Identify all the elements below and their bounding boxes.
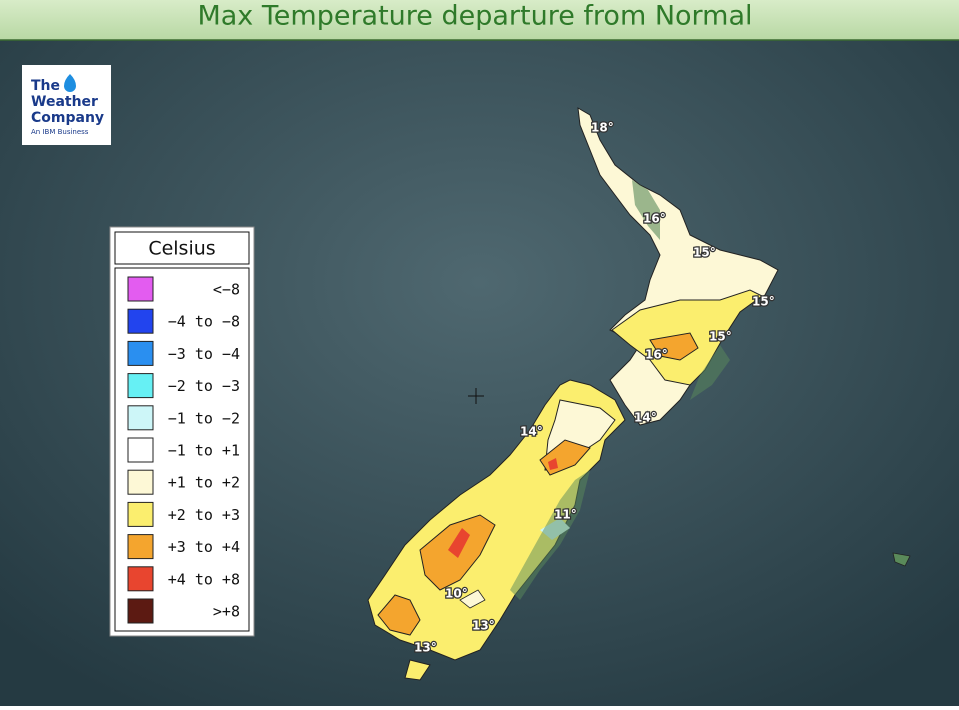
title: Max Temperature departure from Normal: [197, 1, 752, 32]
legend-swatch: [127, 373, 154, 399]
legend-swatch: [127, 308, 154, 334]
temp-label: 15°: [693, 246, 716, 260]
temp-label: 11°: [554, 508, 577, 522]
legend-label: +1 to +2: [168, 474, 240, 492]
temp-label: 16°: [643, 212, 666, 226]
temp-label: 14°: [634, 411, 657, 425]
legend-label: −1 to +1: [168, 442, 240, 460]
logo: The Weather Company An IBM Business: [22, 65, 111, 145]
legend-swatch: [127, 405, 154, 431]
logo-text: The: [31, 78, 60, 94]
legend-label: +2 to +3: [168, 506, 240, 524]
logo-text: Weather: [31, 94, 98, 110]
legend-label: −3 to −4: [168, 345, 240, 363]
legend-swatch: [127, 501, 154, 527]
legend-label: +4 to +8: [168, 570, 240, 588]
map: 18° 16° 15° 15° 15° 16° 14° 14° 11° 10° …: [367, 107, 911, 681]
legend-label: >+8: [213, 603, 240, 621]
legend: Celsius <−8 −4 to −8 −3 to −4 −2 to −3 −1 to…: [109, 226, 255, 637]
temp-label: 15°: [752, 295, 775, 309]
legend-title: Celsius: [148, 238, 215, 260]
legend-label: −1 to −2: [168, 409, 240, 427]
temp-label: 14°: [520, 425, 543, 439]
temp-label: 18°: [591, 121, 614, 135]
legend-label: +3 to +4: [168, 538, 240, 556]
legend-swatch: [127, 469, 154, 495]
legend-label: −4 to −8: [168, 313, 240, 331]
temp-label: 13°: [414, 641, 437, 655]
temp-label: 10°: [445, 587, 468, 601]
temp-label: 15°: [709, 330, 732, 344]
temp-label: 16°: [645, 348, 668, 362]
logo-tagline: An IBM Business: [31, 128, 89, 136]
logo-text: Company: [31, 110, 104, 126]
legend-swatch: [127, 340, 154, 366]
temp-label: 13°: [472, 619, 495, 633]
legend-swatch: [127, 566, 154, 592]
legend-label: −2 to −3: [168, 377, 240, 395]
legend-swatch: [127, 534, 154, 560]
legend-label: <−8: [213, 281, 240, 299]
legend-swatch: [127, 276, 154, 302]
legend-swatch: [127, 598, 154, 624]
legend-swatch: [127, 437, 154, 463]
title-bar: [0, 0, 959, 40]
